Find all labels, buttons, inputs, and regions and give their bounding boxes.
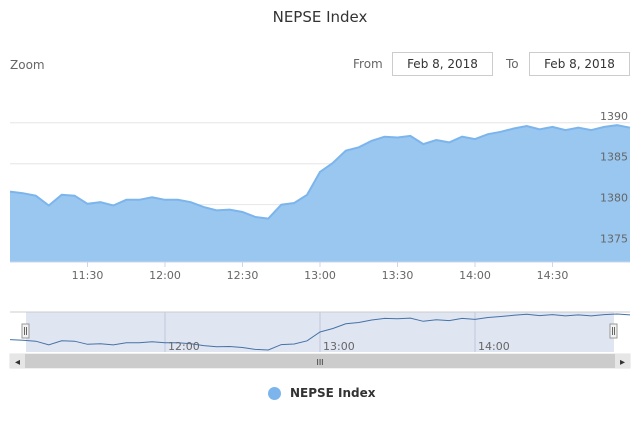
scrollbar-right-button[interactable] [615, 354, 630, 368]
scrollbar-left-button[interactable] [10, 354, 25, 368]
navigator-tick-labels: 12:00 13:00 14:00 [168, 340, 510, 353]
navigator[interactable]: 12:00 13:00 14:00 [9, 311, 631, 353]
legend-label: NEPSE Index [290, 386, 376, 400]
x-tick-label: 13:00 [304, 269, 336, 282]
x-tick-label: 13:30 [382, 269, 414, 282]
x-tick-label: 12:00 [149, 269, 181, 282]
legend-marker-icon [268, 386, 281, 400]
x-tick-label: 12:30 [227, 269, 259, 282]
navigator-right-handle[interactable] [609, 323, 618, 339]
to-date-input[interactable]: Feb 8, 2018 [529, 52, 630, 76]
x-tick-label: 11:30 [72, 269, 104, 282]
scrollbar-thumb[interactable] [25, 354, 615, 368]
series-line [9, 124, 631, 220]
y-tick-label: 1380 [600, 192, 628, 205]
scrollbar-grip-icon: III [316, 358, 323, 367]
scrollbar[interactable]: ◂ ▸ III [9, 353, 631, 369]
x-tick-labels: 11:30 12:00 12:30 13:00 13:30 14:00 14:30 [72, 262, 569, 282]
x-tick-label: 14:30 [537, 269, 569, 282]
navigator-tick-label: 13:00 [323, 340, 355, 353]
chart-title: NEPSE Index [272, 8, 368, 26]
y-tick-label: 1390 [600, 110, 628, 123]
legend-item[interactable]: NEPSE Index [268, 386, 376, 400]
from-label: From [353, 57, 383, 71]
y-tick-labels: 1375 1380 1385 1390 [600, 110, 628, 246]
y-tick-label: 1375 [600, 233, 628, 246]
scrollbar-right-arrow-icon: ▸ [620, 357, 625, 368]
from-date-input[interactable]: Feb 8, 2018 [392, 52, 493, 76]
to-label: To [506, 57, 519, 71]
series-area [10, 125, 630, 262]
x-tick-label: 14:00 [459, 269, 491, 282]
navigator-line [9, 313, 631, 351]
y-tick-label: 1385 [600, 151, 628, 164]
navigator-left-handle[interactable] [21, 323, 30, 339]
scrollbar-left-arrow-icon: ◂ [15, 357, 20, 368]
zoom-label: Zoom [10, 58, 45, 72]
navigator-tick-label: 12:00 [168, 340, 200, 353]
navigator-tick-label: 14:00 [478, 340, 510, 353]
